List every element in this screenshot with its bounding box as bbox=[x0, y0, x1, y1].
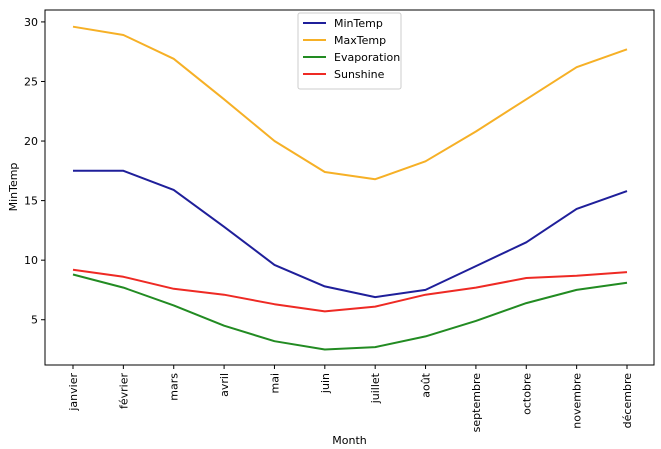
legend-box bbox=[297, 12, 402, 90]
x-axis: janvier février mars avril mai juin juillet aoû… bbox=[67, 365, 634, 432]
x-tick-label: janvier bbox=[67, 373, 80, 412]
legend-label-maxtemp: MaxTemp bbox=[334, 34, 386, 47]
series-line-mintemp bbox=[73, 169, 628, 299]
y-tick-label: 5 bbox=[31, 314, 38, 327]
x-tick-label: novembre bbox=[571, 373, 584, 429]
legend-label-evaporation: Evaporation bbox=[334, 51, 400, 64]
y-tick-label: 25 bbox=[24, 75, 38, 88]
x-tick-label: février bbox=[117, 373, 130, 409]
x-tick-label: mars bbox=[168, 373, 181, 401]
x-tick-label: août bbox=[420, 372, 433, 397]
y-tick-label: 15 bbox=[24, 195, 38, 208]
y-tick-label: 20 bbox=[24, 135, 38, 148]
y-tick-label: 30 bbox=[24, 16, 38, 29]
legend: MinTemp MaxTemp Evaporation Sunshine bbox=[297, 12, 402, 90]
legend-label-mintemp: MinTemp bbox=[334, 17, 383, 30]
plot-area-frame bbox=[44, 9, 655, 366]
x-tick-label: décembre bbox=[621, 373, 634, 429]
x-tick-label: octobre bbox=[520, 373, 533, 415]
series-line-sunshine bbox=[72, 268, 628, 313]
y-axis: 5 10 15 20 25 30 bbox=[24, 16, 45, 327]
legend-label-sunshine: Sunshine bbox=[334, 68, 385, 81]
x-axis-label: Month bbox=[332, 434, 367, 447]
y-tick-label: 10 bbox=[24, 254, 38, 267]
series-layer bbox=[72, 25, 628, 351]
series-line-maxtemp bbox=[72, 25, 628, 181]
x-tick-label: mai bbox=[268, 373, 281, 394]
x-tick-label: juillet bbox=[369, 372, 382, 404]
x-tick-label: septembre bbox=[470, 373, 483, 433]
x-tick-label: avril bbox=[218, 373, 231, 397]
series-line-evaporation bbox=[72, 273, 628, 351]
y-axis-label: MinTemp bbox=[7, 163, 20, 212]
x-tick-label: juin bbox=[319, 373, 332, 394]
